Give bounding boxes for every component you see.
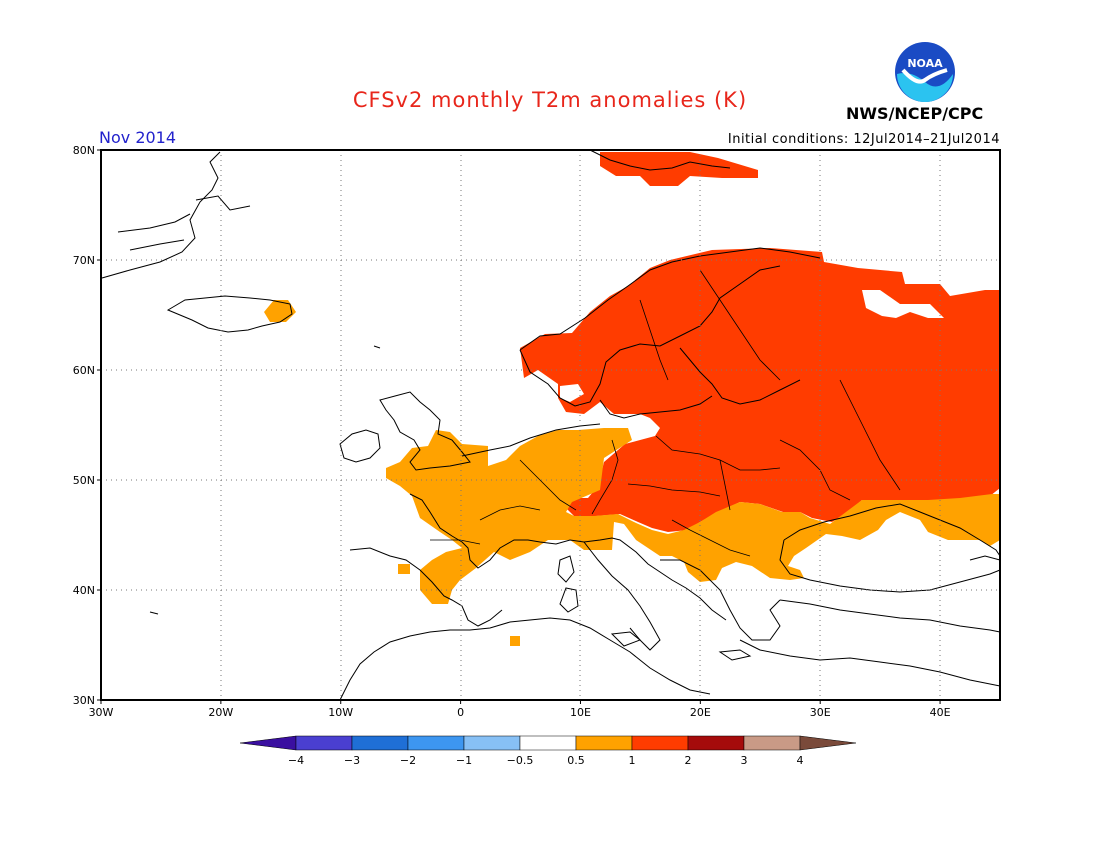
- lat-tick-label: 70N: [73, 254, 95, 267]
- colorbar-segment: [687, 735, 745, 751]
- lat-tick-label: 80N: [73, 144, 95, 157]
- noaa-logo-text: NOAA: [907, 57, 943, 70]
- colorbar-label: 1: [629, 754, 636, 767]
- agency-label: NWS/NCEP/CPC: [846, 104, 984, 123]
- colorbar-label: 0.5: [567, 754, 585, 767]
- borders: [430, 269, 901, 557]
- anomaly-region-orange: [264, 300, 1000, 646]
- colorbar-arrow-high: [799, 735, 857, 751]
- colorbar-label: −1: [456, 754, 472, 767]
- colorbar-label: −4: [288, 754, 304, 767]
- colorbar-label: 2: [685, 754, 692, 767]
- colorbar-segment: [407, 735, 465, 751]
- colorbar-legend: −4 −3 −2 −1 −0.5 0.5 1 2 3 4: [239, 735, 857, 767]
- colorbar-segment: [463, 735, 521, 751]
- lon-tick-label: 10E: [570, 706, 591, 719]
- lon-tick-label: 40E: [930, 706, 951, 719]
- noaa-logo: NOAA: [893, 40, 957, 108]
- lat-tick-label: 30N: [73, 694, 95, 707]
- latitude-axis: 30N 40N 50N 60N 70N 80N: [73, 144, 101, 707]
- anomaly-regions: [264, 152, 1000, 646]
- colorbar-segment: [351, 735, 409, 751]
- initial-conditions: Initial conditions: 12Jul2014–21Jul2014: [727, 132, 1000, 147]
- lon-tick-label: 30E: [810, 706, 831, 719]
- map-frame: [100, 149, 1001, 701]
- forecast-month: Nov 2014: [99, 128, 177, 147]
- lat-tick-label: 50N: [73, 474, 95, 487]
- lon-tick-label: 0: [457, 706, 464, 719]
- colorbar-segment: [295, 735, 353, 751]
- lon-tick-label: 30W: [89, 706, 114, 719]
- lon-tick-label: 10W: [328, 706, 353, 719]
- colorbar-label: −2: [400, 754, 416, 767]
- anomaly-region-red: [520, 152, 1000, 532]
- lat-tick-label: 60N: [73, 364, 95, 377]
- colorbar-label: 3: [741, 754, 748, 767]
- colorbar-label: −3: [344, 754, 360, 767]
- colorbar-segment: [631, 735, 689, 751]
- colorbar-segment: [519, 735, 577, 751]
- map-title: CFSv2 monthly T2m anomalies (K): [352, 88, 748, 112]
- coastlines: [101, 149, 1001, 701]
- lon-tick-label: 20E: [690, 706, 711, 719]
- colorbar-segment: [575, 735, 633, 751]
- graticule: [101, 150, 1000, 700]
- lon-tick-label: 20W: [208, 706, 233, 719]
- colorbar-label: −0.5: [507, 754, 534, 767]
- longitude-axis: 30W 20W 10W 0 10E 20E 30E 40E: [89, 700, 951, 719]
- colorbar-label: 4: [797, 754, 804, 767]
- lat-tick-label: 40N: [73, 584, 95, 597]
- colorbar-segment: [743, 735, 801, 751]
- colorbar-arrow-low: [239, 735, 297, 751]
